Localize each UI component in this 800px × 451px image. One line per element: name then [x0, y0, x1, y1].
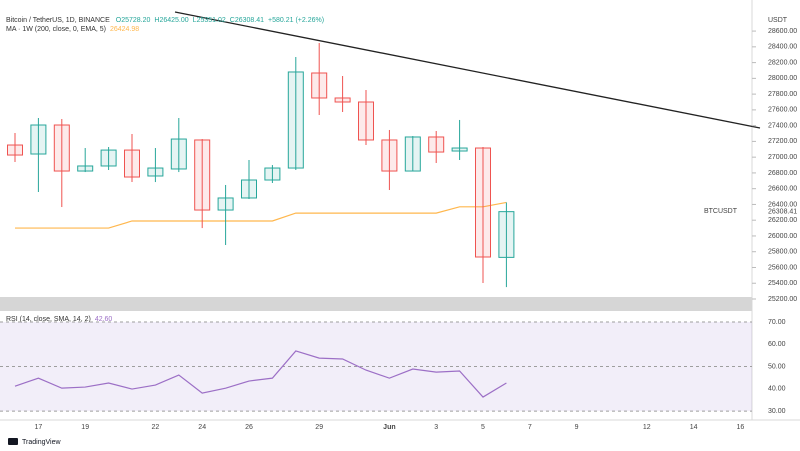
time-label: 16 [737, 424, 745, 431]
candle-body [311, 72, 328, 99]
candle-body [451, 147, 468, 152]
trend-line [174, 11, 761, 129]
price-tick-label: 25200.00 [768, 296, 797, 303]
symbol: Bitcoin / TetherUS, 1D, BINANCE [6, 17, 110, 24]
price-tick-label: 27200.00 [768, 138, 797, 145]
price-tag: 26308.41 [768, 208, 797, 215]
candle-body [358, 101, 374, 141]
price-tick-label: 26200.00 [768, 217, 797, 224]
candle-body [100, 149, 117, 167]
rsi-tick-label: 60.00 [768, 341, 786, 348]
price-tick-label: 26600.00 [768, 186, 797, 193]
time-label: 26 [245, 424, 253, 431]
candle-body [124, 149, 140, 178]
candle-body [194, 139, 211, 211]
candle-body [498, 211, 515, 258]
price-tick-label: 27400.00 [768, 122, 797, 129]
rsi-tick-label: 70.00 [768, 319, 786, 326]
ma-name: MA · 1W (200, close, 0, EMA, 5) [6, 26, 106, 33]
candle-body [30, 124, 47, 155]
rsi-line [14, 350, 507, 398]
candle-body [77, 165, 94, 172]
time-label: 3 [434, 424, 438, 431]
price-tick-label: 28600.00 [768, 28, 797, 35]
candle-body [241, 179, 257, 199]
time-label: 19 [81, 424, 89, 431]
candle-body [334, 97, 351, 103]
time-label: 12 [643, 424, 651, 431]
legend-value: O25728.20 [116, 17, 151, 24]
price-tick-label: 28400.00 [768, 44, 797, 51]
time-label: 17 [35, 424, 43, 431]
price-tick-label: 28000.00 [768, 75, 797, 82]
time-label: 14 [690, 424, 698, 431]
price-tick-label: 25600.00 [768, 264, 797, 271]
brand-logo [8, 438, 18, 445]
ma-line [15, 201, 507, 229]
legend-value: C26308.41 [230, 17, 264, 24]
candle-body [217, 197, 234, 211]
time-label: 7 [528, 424, 532, 431]
time-label: 9 [575, 424, 579, 431]
candle-body [381, 139, 398, 172]
candle-body [53, 124, 70, 172]
ma-value: 26424.98 [110, 26, 139, 33]
rsi-value: 42.60 [95, 316, 113, 323]
time-label: 24 [198, 424, 206, 431]
price-tick-label: 27000.00 [768, 154, 797, 161]
time-label: Jun [383, 424, 395, 431]
price-tick-label: 26000.00 [768, 233, 797, 240]
price-tag-name: BTCUSDT [704, 208, 738, 215]
time-label: 29 [315, 424, 323, 431]
legend-value: H26425.00 [154, 17, 188, 24]
price-tick-label: 25400.00 [768, 280, 797, 287]
candle-body [404, 136, 421, 172]
candle-body [7, 144, 23, 156]
rsi-name: RSI (14, close, SMA, 14, 2) [6, 316, 91, 323]
price-tick-label: 26400.00 [768, 201, 797, 208]
price-tick-label: 25800.00 [768, 249, 797, 256]
candle-body [475, 147, 491, 258]
legend-value: +580.21 (+2.26%) [268, 17, 324, 24]
pane-separator [0, 297, 752, 311]
candle-body [170, 138, 187, 170]
price-tick-label: 28200.00 [768, 59, 797, 66]
rsi-tick-label: 30.00 [768, 408, 786, 415]
price-tick-label: 26800.00 [768, 170, 797, 177]
legend: Bitcoin / TetherUS, 1D, BINANCE MA · 1W … [6, 17, 110, 323]
rsi-tick-label: 40.00 [768, 386, 786, 393]
time-label: 5 [481, 424, 485, 431]
legend-value: L25351.02 [193, 17, 226, 24]
candle-body [428, 136, 445, 153]
rsi-band [0, 322, 752, 412]
currency: USDT [768, 17, 788, 24]
rsi-tick-label: 50.00 [768, 363, 786, 370]
time-label: 22 [152, 424, 160, 431]
price-tick-label: 27800.00 [768, 91, 797, 98]
candle-body [147, 167, 164, 177]
candle-body [264, 167, 281, 181]
price-tick-label: 27600.00 [768, 107, 797, 114]
candle-body [287, 71, 304, 169]
brand: TradingView [22, 439, 61, 446]
